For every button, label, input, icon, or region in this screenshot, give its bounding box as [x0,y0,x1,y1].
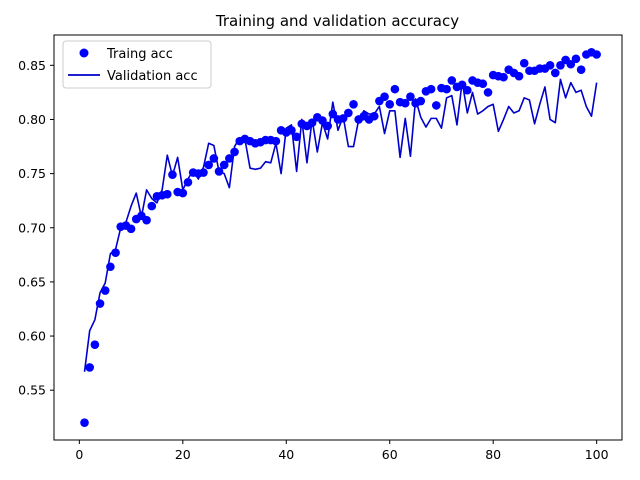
training-accuracy-point [168,170,177,179]
training-accuracy-point [85,363,94,372]
training-accuracy-point [162,189,172,199]
training-accuracy-point [126,224,136,234]
training-accuracy-point [344,108,353,118]
training-accuracy-point [390,84,400,94]
validation-accuracy-line [83,78,598,372]
training-accuracy-point [338,114,348,123]
y-tick-label: 0.55 [18,383,46,398]
axes-frame [53,34,623,441]
training-accuracy-point [95,299,105,308]
training-accuracy-point [183,177,193,187]
training-accuracy-point [369,111,379,121]
training-accuracy-point [349,100,358,109]
training-accuracy-point [478,79,488,89]
y-tick-label: 0.75 [18,166,46,181]
training-accuracy-point [380,92,389,102]
training-accuracy-point [406,92,415,102]
training-accuracy-point [571,54,581,64]
legend-frame [62,40,212,89]
training-accuracy-point [385,100,395,109]
chart-title: Training and validation accuracy [215,12,459,30]
training-accuracy-point [106,262,115,272]
training-accuracy-point [431,101,441,110]
y-tick-label: 0.80 [18,112,46,127]
training-accuracy-point [426,84,436,94]
x-axis-ticks: 0 20 40 60 80 100 [75,440,609,462]
training-accuracy-point [230,147,239,157]
training-accuracy-point [219,160,229,170]
training-accuracy-point [287,125,296,135]
training-accuracy-point [80,418,89,427]
training-accuracy-point [400,98,410,108]
training-accuracy-point [307,118,317,128]
training-accuracy-point [592,50,601,59]
training-accuracy-point [576,65,586,74]
training-accuracy-point [556,61,565,70]
training-accuracy-point [204,160,213,170]
training-accuracy-point [514,71,524,81]
training-accuracy-point [499,72,508,82]
legend-marker-traing-acc [79,48,89,58]
training-accuracy-point [545,61,555,70]
training-accuracy-point [90,340,100,350]
y-tick-label: 0.85 [18,58,46,73]
training-accuracy-point [566,59,576,69]
training-accuracy-point [416,96,426,106]
training-accuracy-point [100,286,110,295]
training-accuracy-point [328,109,338,119]
training-accuracy-point [463,85,472,95]
legend: Traing acc Validation acc [62,40,212,89]
training-accuracy-point [447,76,457,85]
x-tick-label: 60 [382,447,398,462]
y-tick-label: 0.65 [18,274,46,289]
training-accuracy-point [199,168,208,177]
legend-label-validation-acc: Validation acc [107,69,198,84]
training-accuracy-point [142,215,151,225]
training-accuracy-point [214,167,224,176]
training-accuracy-point [318,116,327,125]
training-accuracy-point [271,136,281,146]
training-accuracy-point [550,68,560,78]
training-accuracy-point [457,80,467,90]
training-accuracy-point [225,154,234,163]
legend-label-traing-acc: Traing acc [106,47,173,62]
training-accuracy-point [178,188,188,198]
training-accuracy-point [147,201,157,211]
x-tick-label: 80 [485,447,501,462]
training-accuracy-point [292,132,301,142]
y-axis-ticks: 0.55 0.60 0.65 0.70 0.75 0.80 0.85 [18,58,54,398]
series-layer [80,48,601,427]
training-accuracy-point [483,88,493,97]
training-accuracy-point [519,58,529,68]
training-accuracy-point [111,248,120,257]
y-tick-label: 0.60 [18,329,46,344]
y-tick-label: 0.70 [18,220,46,235]
x-tick-label: 40 [278,447,294,462]
training-accuracy-point [209,154,219,163]
x-tick-label: 20 [175,447,191,462]
plot-area: 0 20 40 60 80 100 0.55 0.60 0.65 0.70 0.75 0.80 0.8… [18,34,623,462]
training-accuracy-point [442,84,451,94]
training-accuracy-point [323,121,332,131]
x-tick-label: 100 [585,447,609,462]
x-tick-label: 0 [75,447,83,462]
